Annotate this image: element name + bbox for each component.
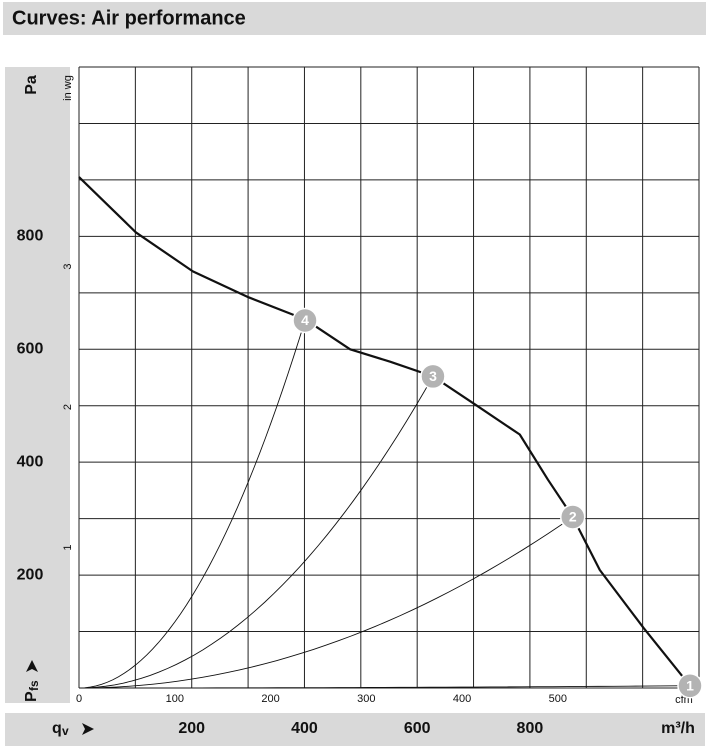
y-tick-label: 200: [17, 566, 44, 583]
y-tick-label: 800: [17, 228, 44, 245]
header-bar: [3, 2, 706, 35]
y-tick-label: 400: [17, 453, 44, 470]
x-tick-label: 800: [517, 720, 544, 737]
system-curve: [78, 516, 573, 689]
x-unit: m³/h: [661, 720, 695, 737]
x-tick-label: 400: [291, 720, 318, 737]
y2-unit: in wg: [62, 75, 74, 101]
system-curve: [78, 685, 690, 689]
y-symbol: P fs: [23, 660, 41, 702]
arrow: [26, 660, 38, 672]
operating-point-label: 4: [301, 312, 309, 328]
plot-area: [79, 67, 699, 688]
x2-tick-label: 500: [549, 693, 567, 705]
y-symbol-main: P: [23, 691, 40, 702]
operating-point: [677, 672, 703, 699]
y2-tick-label: 3: [62, 263, 74, 269]
operating-point: [420, 363, 446, 390]
operating-point: [292, 307, 318, 334]
operating-point-label: 3: [429, 368, 437, 384]
y2-tick-label: 2: [62, 404, 74, 410]
y-symbol-sub: fs: [27, 680, 41, 691]
y-tick-label: 600: [17, 340, 44, 357]
x-tick-label: 600: [404, 720, 431, 737]
x2-tick-label: 400: [453, 693, 471, 705]
x-symbol-main: q: [52, 720, 62, 737]
chart-title: Curves: Air performance: [12, 7, 246, 29]
operating-point-label: 2: [569, 509, 577, 525]
system-curve: [78, 320, 306, 689]
system-curve: [78, 376, 434, 689]
x2-tick-label: 300: [357, 693, 375, 705]
operating-point-label: 1: [686, 677, 694, 693]
y2-tick-label: 1: [62, 544, 74, 550]
y-unit: Pa: [23, 75, 40, 95]
x2-tick-label: 200: [261, 693, 279, 705]
x-axis-panel: [5, 713, 705, 746]
x2-tick-label: 100: [166, 693, 184, 705]
arrow: [82, 723, 94, 735]
y-axis-panel: [5, 67, 70, 703]
operating-point: [559, 504, 586, 530]
x2-tick-label: 0: [76, 693, 82, 705]
x-tick-label: 200: [178, 720, 205, 737]
x-symbol-sub: v: [62, 724, 69, 738]
x-symbol: q v: [52, 720, 94, 738]
